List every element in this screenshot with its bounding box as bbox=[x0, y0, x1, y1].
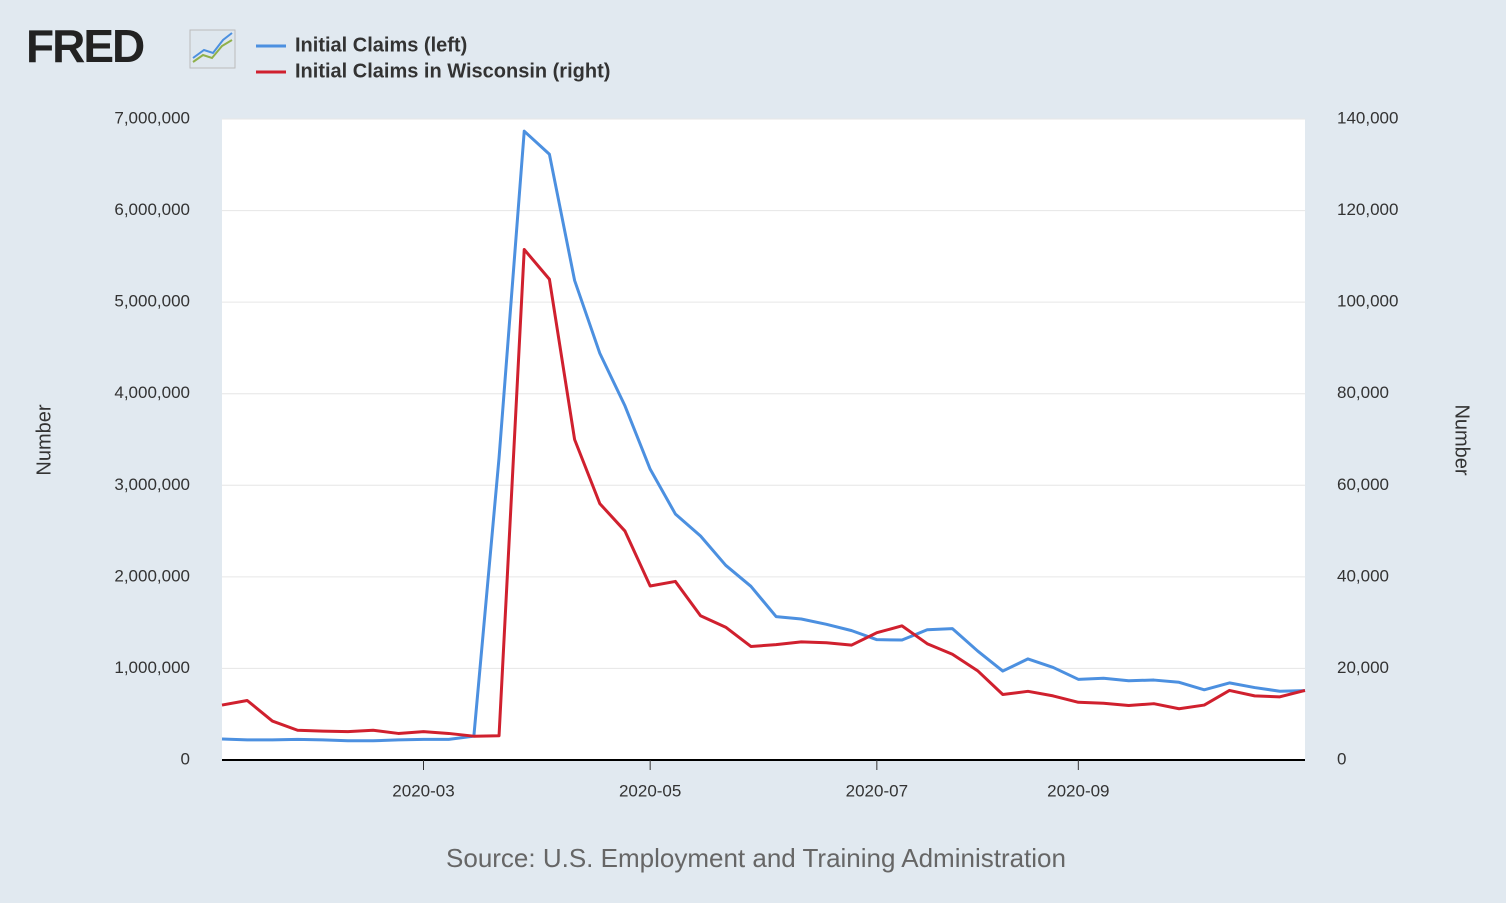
y2-tick-label: 0 bbox=[1337, 749, 1346, 768]
y-tick-label: 5,000,000 bbox=[114, 292, 190, 311]
x-tick-label: 2020-07 bbox=[846, 781, 908, 800]
y-tick-label: 0 bbox=[181, 749, 190, 768]
source: Source: U.S. Employment and Training Adm… bbox=[446, 843, 1066, 873]
logo-icon bbox=[189, 29, 236, 69]
legend-label: Initial Claims in Wisconsin (right) bbox=[295, 60, 610, 82]
logo: FRED bbox=[26, 20, 144, 72]
series-line bbox=[221, 129, 1306, 743]
y2-tick-label: 140,000 bbox=[1337, 108, 1398, 127]
series-line bbox=[221, 247, 1306, 738]
y-tick-label: 3,000,000 bbox=[114, 475, 190, 494]
y2-tick-label: 100,000 bbox=[1337, 292, 1398, 311]
legend-label: Initial Claims (left) bbox=[295, 34, 467, 56]
x-tick-label: 2020-05 bbox=[619, 781, 681, 800]
y-tick-label: 6,000,000 bbox=[114, 200, 190, 219]
y-tick-label: 1,000,000 bbox=[114, 658, 190, 677]
y-tick-label: 4,000,000 bbox=[114, 383, 190, 402]
x-tick-label: 2020-03 bbox=[392, 781, 454, 800]
y-axis-label: Number bbox=[33, 404, 55, 475]
y2-tick-label: 120,000 bbox=[1337, 200, 1398, 219]
y2-tick-label: 20,000 bbox=[1337, 658, 1389, 677]
y-tick-label: 7,000,000 bbox=[114, 108, 190, 127]
y2-tick-label: 80,000 bbox=[1337, 383, 1389, 402]
x-tick-label: 2020-09 bbox=[1047, 781, 1109, 800]
y2-tick-label: 60,000 bbox=[1337, 475, 1389, 494]
y2-axis-label: Number bbox=[1451, 404, 1473, 475]
plot-area bbox=[222, 119, 1305, 760]
y2-tick-label: 40,000 bbox=[1337, 566, 1389, 585]
y-tick-label: 2,000,000 bbox=[114, 566, 190, 585]
